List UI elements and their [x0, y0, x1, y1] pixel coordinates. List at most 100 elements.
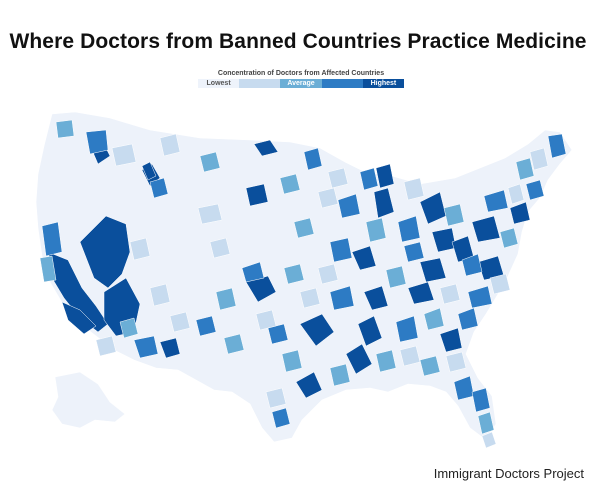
low-concentration-areas — [95, 133, 549, 449]
legend-level-low — [239, 79, 281, 88]
area-illinois — [365, 217, 387, 243]
area-indiana-2 — [403, 241, 425, 263]
area-nyc — [509, 201, 531, 225]
area-texas-west — [223, 333, 245, 355]
area-ut-east — [149, 283, 171, 307]
area-ny-e — [507, 183, 525, 205]
area-id-north — [159, 133, 181, 157]
area-arizona-south — [133, 335, 159, 359]
area-georgia-n — [423, 307, 445, 331]
legend-title: Concentration of Doctors from Affected C… — [217, 70, 385, 77]
area-texas-houston — [295, 371, 323, 399]
area-co — [197, 203, 223, 225]
area-wa-central — [55, 119, 75, 139]
area-tx-coast — [265, 387, 287, 409]
area-oregon-west — [85, 129, 109, 155]
area-maine — [547, 133, 567, 159]
area-nc — [467, 285, 493, 309]
area-texas-panhandle — [267, 323, 289, 345]
area-north-plains — [253, 139, 279, 157]
area-arkansas — [329, 285, 355, 311]
area-nm — [195, 315, 217, 337]
area-tx-north — [255, 309, 277, 331]
area-fl-keys — [481, 431, 497, 449]
area-louisiana — [345, 343, 373, 375]
area-texas-dallas — [299, 313, 335, 347]
area-ks-west — [241, 261, 265, 283]
area-alabama — [395, 315, 419, 343]
area-minnesota — [303, 147, 323, 171]
area-iowa — [337, 193, 361, 219]
area-california-central — [47, 251, 109, 333]
area-mississippi — [357, 315, 383, 347]
area-mn-s — [327, 167, 349, 189]
area-milwaukee — [375, 163, 395, 189]
area-idaho-south — [149, 177, 169, 199]
area-sc — [457, 307, 479, 331]
area-nj — [499, 227, 519, 249]
area-nv-east — [129, 237, 151, 261]
area-kentucky-w — [385, 265, 407, 289]
area-montana — [199, 151, 221, 173]
area-nm-east — [215, 287, 237, 311]
area-la-south — [329, 363, 351, 387]
area-wy — [209, 237, 231, 259]
area-ms-south — [375, 349, 397, 373]
area-texas-central — [281, 349, 303, 373]
area-indiana — [397, 215, 421, 243]
area-ca-coast — [39, 255, 57, 283]
area-socal — [61, 301, 97, 335]
legend-level-lowest: Lowest — [198, 79, 240, 88]
area-wa-east — [111, 143, 137, 167]
area-california-north — [41, 221, 63, 257]
area-florida-east — [471, 387, 491, 413]
area-nevada — [79, 215, 131, 289]
area-colorado-west — [245, 183, 269, 207]
alaska-shape — [51, 371, 126, 429]
area-wv — [461, 253, 483, 277]
us-map — [0, 92, 596, 462]
area-ny-upstate — [483, 189, 509, 213]
area-missouri — [329, 237, 353, 263]
legend-level-highest: Highest — [362, 79, 405, 88]
area-tennessee — [407, 281, 435, 305]
legend: Concentration of Doctors from Affected C… — [198, 70, 405, 88]
area-ok-east — [299, 287, 321, 309]
area-ohio-n — [443, 203, 465, 227]
legend-level-high — [321, 79, 363, 88]
area-georgia — [439, 327, 463, 353]
area-florida-n — [419, 355, 441, 377]
area-nm-west — [169, 311, 191, 333]
area-vermont — [515, 157, 535, 181]
area-nh — [529, 147, 549, 171]
area-ca-south — [95, 335, 117, 357]
area-st-louis — [351, 245, 377, 271]
area-texas-south — [271, 407, 291, 429]
area-pennsylvania — [471, 215, 501, 243]
area-florida-s — [477, 411, 495, 435]
area-ga-s — [445, 351, 467, 373]
chart-title: Where Doctors from Banned Countries Prac… — [9, 30, 587, 53]
area-al-s — [399, 345, 421, 367]
legend-level-average: Average — [280, 79, 322, 88]
area-nm-south — [159, 337, 181, 359]
area-kentucky — [419, 257, 447, 283]
highest-concentration-areas — [47, 139, 531, 399]
area-wisconsin — [359, 167, 379, 191]
area-sd — [279, 173, 301, 195]
area-mo-s — [317, 263, 339, 285]
area-memphis — [363, 285, 389, 311]
legend-scale: Lowest Average Highest — [198, 79, 405, 88]
area-washington — [141, 161, 157, 181]
average-concentration-areas — [39, 119, 535, 435]
high-concentration-areas — [41, 129, 567, 429]
area-kansas — [283, 263, 305, 285]
area-mi-n — [403, 177, 425, 201]
source-credit: Immigrant Doctors Project — [433, 466, 584, 481]
area-va-e — [489, 273, 511, 295]
area-chicago — [373, 187, 395, 219]
area-mass — [525, 179, 545, 201]
area-nebraska — [293, 217, 315, 239]
area-utah — [119, 317, 139, 339]
area-ia-n — [317, 187, 339, 209]
